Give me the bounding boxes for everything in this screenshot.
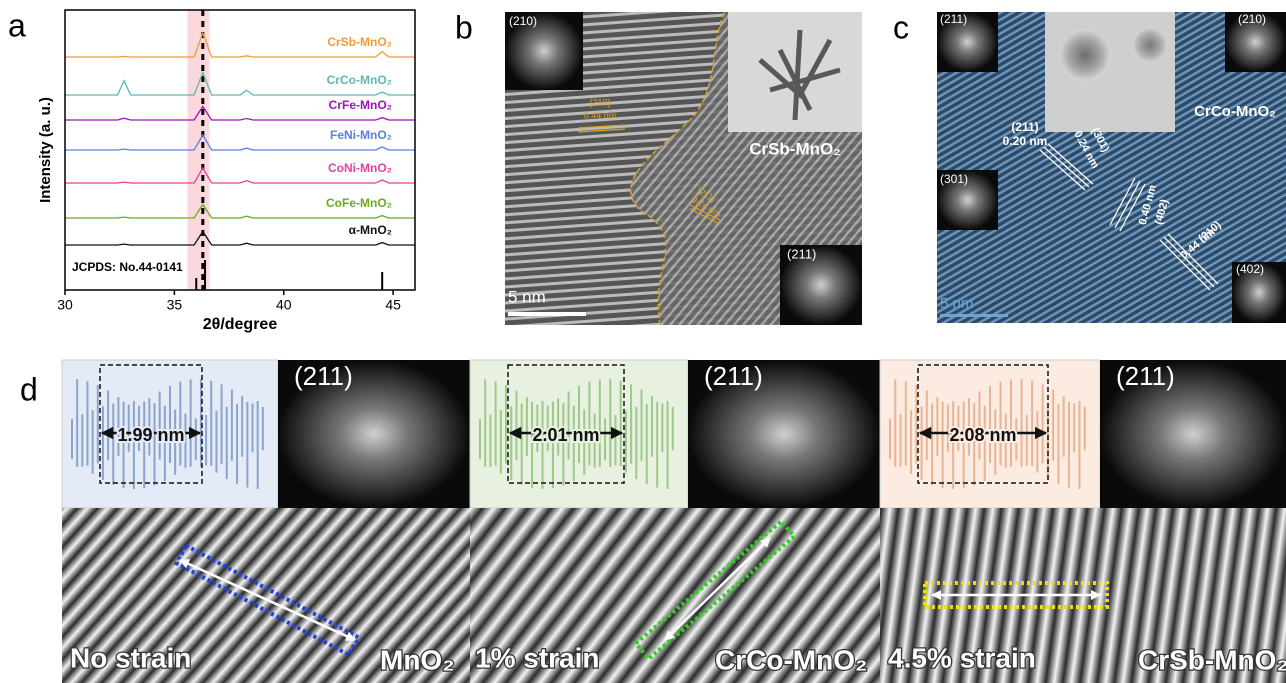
- spacing-label: 1.99 nm: [117, 425, 184, 445]
- fft-label: (210): [509, 14, 537, 28]
- strain-panels: 1.99 nm (211) 2.01 nm (211) 2.08 nm (211) No s…: [62, 360, 1286, 683]
- x-tick-label: 30: [57, 297, 73, 313]
- panel-label: c: [893, 9, 909, 45]
- x-tick-label: 40: [276, 297, 292, 313]
- legend-label: CrCo-MnO₂: [327, 73, 392, 87]
- scale-bar: [508, 312, 586, 316]
- fft-label: (301): [940, 172, 968, 186]
- fringe-spacing: 0.20 nm: [1003, 134, 1048, 148]
- spacing-label: 2.01 nm: [532, 425, 599, 445]
- sample-label: CrCo-MnO₂: [715, 644, 867, 675]
- legend-label: CrFe-MnO₂: [329, 98, 392, 112]
- sample-label: CrSb-MnO₂: [749, 139, 841, 158]
- fft-label: (211): [787, 246, 816, 261]
- xrd-chart: CrSb-MnO₂ CrCo-MnO₂ CrFe-MnO₂ FeNi-MnO₂ CoNi…: [37, 10, 415, 333]
- scale-label: 5 nm: [508, 287, 546, 306]
- panel-label: a: [8, 7, 26, 43]
- fft-label: (211): [704, 361, 763, 391]
- fft-label: (211): [294, 361, 353, 391]
- scale-bar: [940, 314, 1008, 317]
- sample-label: MnO₂: [380, 644, 455, 675]
- legend-label: α-MnO₂: [349, 223, 392, 237]
- hrtem-c: (211) (210) CrCo-MnO₂ (301) (402) (211) …: [937, 12, 1286, 323]
- legend-label: CoNi-MnO₂: [328, 161, 392, 175]
- strain-label: 1% strain: [475, 642, 600, 673]
- fringe-index: [210]: [590, 97, 610, 107]
- sample-label: CrCo-MnO₂: [1194, 103, 1276, 120]
- particles: [1132, 27, 1168, 63]
- strain-label: 4.5% strain: [888, 642, 1036, 673]
- hrtem-b: (210) [210] 0.44 nm [211] 0.24 nm CrSb-M…: [505, 12, 862, 325]
- figure: a b c d CrSb-MnO₂ CrCo-MnO₂ CrFe-MnO₂ FeNi-…: [0, 0, 1286, 683]
- legend-label: CrSb-MnO₂: [327, 35, 392, 49]
- reference-label: JCPDS: No.44-0141: [72, 260, 183, 274]
- fft-label: (210): [1238, 12, 1266, 26]
- sample-label: CrSb-MnO₂: [1138, 644, 1286, 675]
- scale-label: 5 nm: [940, 295, 973, 312]
- legend-label: FeNi-MnO₂: [330, 128, 392, 142]
- x-axis-title: 2θ/degree: [203, 316, 278, 333]
- page: { "panel_labels": ["a", "b", "c", "d"], …: [0, 0, 1286, 683]
- panel-label: b: [455, 9, 473, 45]
- panel-label: d: [20, 371, 38, 407]
- spacing-label: 2.08 nm: [949, 425, 1016, 445]
- fft-label: (211): [940, 12, 967, 26]
- x-tick-label: 35: [167, 297, 183, 313]
- legend-label: CoFe-MnO₂: [326, 196, 392, 210]
- fft-label: (402): [1236, 262, 1264, 276]
- fft-label: (211): [1116, 361, 1175, 391]
- x-tick-label: 45: [385, 297, 401, 313]
- particles: [1059, 29, 1111, 81]
- strain-label: No strain: [70, 642, 191, 673]
- fringe-index: (211): [1011, 120, 1038, 134]
- y-axis-title: Intensity (a. u.): [37, 97, 54, 203]
- fringe-spacing: 0.44 nm: [584, 110, 617, 120]
